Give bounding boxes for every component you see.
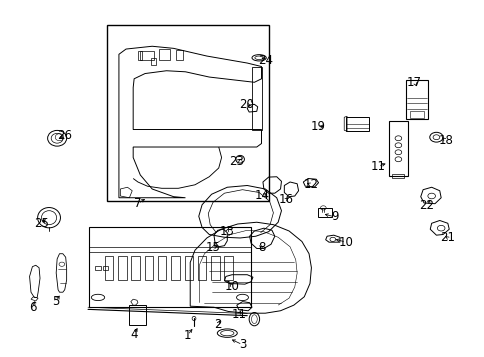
- Bar: [144, 256, 153, 280]
- Text: 14: 14: [255, 190, 270, 202]
- Bar: [140, 51, 153, 60]
- Text: 21: 21: [439, 231, 454, 245]
- Text: 1: 1: [184, 329, 191, 342]
- Text: 15: 15: [205, 241, 220, 254]
- Text: 23: 23: [229, 155, 244, 168]
- Text: 5: 5: [52, 295, 60, 308]
- Bar: [159, 49, 169, 60]
- Text: 19: 19: [310, 120, 325, 133]
- Text: 16: 16: [278, 193, 293, 206]
- Bar: [89, 227, 250, 307]
- Bar: [158, 256, 166, 280]
- Text: 18: 18: [438, 134, 453, 147]
- Text: 9: 9: [331, 211, 338, 223]
- Text: 7: 7: [134, 197, 141, 210]
- Text: 11: 11: [231, 308, 246, 321]
- Bar: [211, 256, 219, 280]
- Bar: [392, 174, 403, 178]
- Text: 10: 10: [224, 280, 239, 293]
- Text: 6: 6: [29, 301, 36, 314]
- Text: 11: 11: [370, 160, 385, 173]
- Text: 12: 12: [303, 178, 318, 191]
- Bar: [197, 256, 206, 280]
- Bar: [224, 256, 232, 280]
- Bar: [184, 256, 193, 280]
- Bar: [346, 117, 368, 131]
- Text: 3: 3: [238, 338, 246, 351]
- Bar: [131, 256, 139, 280]
- Bar: [129, 305, 146, 326]
- Text: 24: 24: [257, 54, 272, 67]
- Text: 10: 10: [338, 236, 353, 249]
- Text: 22: 22: [419, 199, 434, 212]
- Bar: [95, 266, 101, 270]
- Bar: [176, 50, 182, 60]
- Bar: [151, 59, 156, 65]
- Text: 20: 20: [239, 98, 253, 111]
- Bar: [171, 256, 180, 280]
- Text: 17: 17: [406, 76, 421, 89]
- Text: 8: 8: [257, 241, 265, 254]
- Bar: [107, 25, 268, 201]
- Bar: [409, 111, 423, 118]
- Text: 25: 25: [34, 217, 49, 230]
- Text: 2: 2: [213, 318, 221, 331]
- Bar: [317, 208, 331, 217]
- Bar: [406, 80, 427, 119]
- Text: 13: 13: [219, 225, 234, 238]
- Bar: [118, 256, 126, 280]
- Text: 4: 4: [130, 328, 137, 341]
- Bar: [137, 51, 141, 60]
- Bar: [388, 121, 407, 176]
- Bar: [103, 266, 107, 270]
- Text: 26: 26: [57, 129, 72, 142]
- Bar: [105, 256, 113, 280]
